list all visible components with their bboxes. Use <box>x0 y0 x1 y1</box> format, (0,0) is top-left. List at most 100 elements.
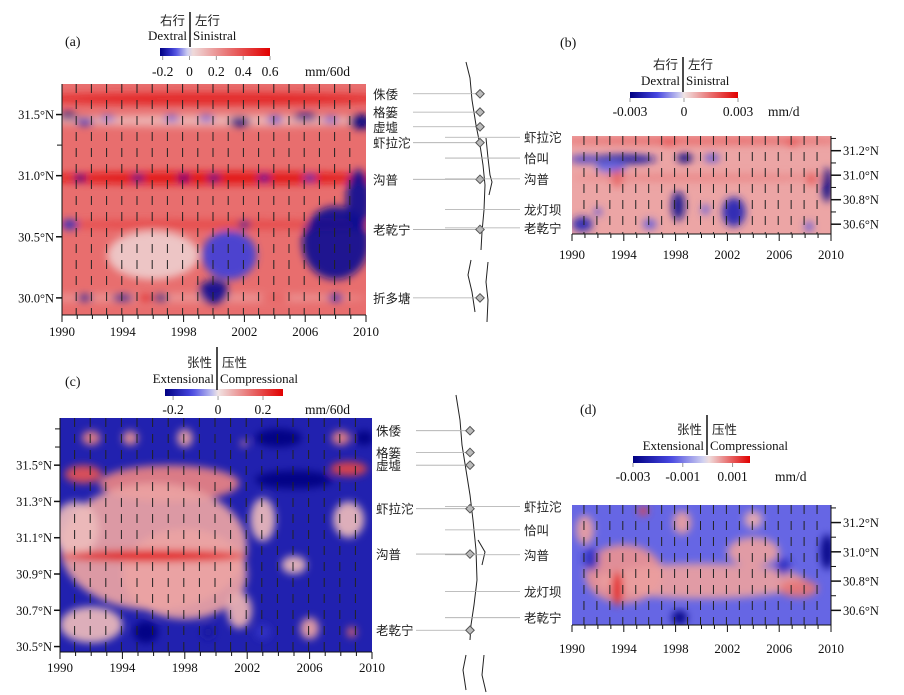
heatmap-cell <box>177 428 193 448</box>
x-tick-label: 2006 <box>766 247 793 262</box>
heatmap-cell <box>328 294 344 302</box>
heatmap-cell <box>207 174 221 182</box>
heatmap-cell <box>347 626 357 638</box>
heatmap <box>62 84 366 315</box>
site-label: 龙灯坝 <box>524 584 562 599</box>
heatmap-cell <box>100 115 116 122</box>
heatmap-cell <box>62 219 79 230</box>
fault-trace-a <box>465 61 493 323</box>
heatmap-cell <box>60 501 99 556</box>
legend-cn-right: 左行 <box>195 13 220 28</box>
colorbar-tick-label: 0 <box>215 402 222 417</box>
heatmap-cell <box>259 294 290 302</box>
site-label: 沟普 <box>524 172 549 187</box>
heatmap-cell <box>676 153 693 163</box>
fault-trace-c <box>455 394 487 693</box>
colorbar-tick-label: 0.6 <box>262 64 279 79</box>
heatmap-cell <box>806 172 817 185</box>
heatmap-cell <box>153 294 169 302</box>
heatmap-cell <box>258 174 271 182</box>
legend-en-right: Compressional <box>220 371 298 386</box>
x-tick-label: 1994 <box>110 324 137 339</box>
heatmap-cell <box>349 114 366 130</box>
heatmap-cell <box>62 112 78 120</box>
site-label: 沟普 <box>373 172 398 187</box>
site-label: 恰叫 <box>524 523 549 538</box>
heatmap-cell <box>255 470 333 489</box>
colorbar <box>633 456 750 463</box>
heatmap-cell <box>354 430 372 446</box>
heatmap-cell <box>226 592 252 629</box>
legend-cn-left: 右行 <box>160 13 185 28</box>
heatmap-cell <box>293 113 318 121</box>
heatmap-cell <box>638 506 649 516</box>
heatmap-cell <box>572 155 601 163</box>
site-label: 格篓 <box>376 445 401 460</box>
heatmap <box>60 418 372 652</box>
heatmap-cell <box>775 557 791 576</box>
panel-d: (d) 1990 1994 1998 2002 2006 2010 31.2°N 31.0°N 3… <box>445 403 879 656</box>
site-marker <box>465 503 475 514</box>
heatmap-cell <box>198 115 214 122</box>
site-label: 恰叫 <box>524 151 549 166</box>
heatmap-cell <box>201 624 215 640</box>
x-tick-label: 1994 <box>611 247 638 262</box>
x-tick-label: 2006 <box>292 324 319 339</box>
legend-en-left: Dextral <box>641 73 680 88</box>
site-label: 虾拉沱 <box>373 136 411 151</box>
heatmap-cell <box>805 221 813 232</box>
y-tick-label: 31.0°N <box>843 169 879 183</box>
x-tick-label: 1990 <box>559 641 585 656</box>
site-marker <box>475 107 485 118</box>
heatmap-cell <box>595 160 627 173</box>
colorbar-tick-label: 0.4 <box>235 64 252 79</box>
colorbar-tick-label: 0.003 <box>723 104 754 119</box>
heatmap-cell <box>333 501 365 538</box>
heatmap-cell <box>821 167 831 203</box>
site-label: 虾拉沱 <box>376 502 414 517</box>
colorbar-tick-label: 0 <box>681 104 688 119</box>
heatmap-cell <box>673 510 692 535</box>
site-label: 龙灯坝 <box>524 203 562 218</box>
heatmap-cell <box>74 174 87 182</box>
site-label: 虾拉沱 <box>524 499 562 514</box>
heatmap-cell <box>612 570 623 606</box>
heatmap-cell <box>785 138 799 146</box>
heatmap-cell <box>60 606 123 643</box>
heatmap-cell <box>346 169 366 231</box>
heatmap-cell <box>254 624 271 640</box>
site-marker <box>465 447 475 458</box>
site-marker <box>475 88 485 99</box>
site-marker <box>465 625 475 636</box>
colorbar-tick-label: 0.001 <box>717 469 747 484</box>
site-label: 虚墟 <box>373 120 398 135</box>
site-marker <box>475 121 485 132</box>
x-tick-label: 2006 <box>766 641 793 656</box>
colorbar-unit: mm/60d <box>305 402 350 417</box>
heatmap-cell <box>62 219 366 230</box>
panel-label: (d) <box>580 403 597 418</box>
x-tick-label: 2010 <box>353 324 379 339</box>
x-tick-label: 2002 <box>231 324 257 339</box>
heatmap-cell <box>198 279 230 304</box>
site-marker <box>475 174 485 185</box>
colorbar <box>630 92 738 98</box>
heatmap-cell <box>575 515 595 545</box>
x-tick-label: 1990 <box>47 660 73 675</box>
heatmap-cell <box>131 174 145 182</box>
colorbar <box>160 48 270 56</box>
heatmap-cell <box>250 497 276 542</box>
y-tick-label: 30.9°N <box>16 568 52 582</box>
y-tick-label: 31.5°N <box>16 459 52 473</box>
x-tick-label: 1994 <box>109 660 136 675</box>
legend-cn-right: 压性 <box>712 422 737 437</box>
site-label: 老乾宁 <box>376 623 414 638</box>
heatmap-cell <box>177 174 190 182</box>
heatmap-cell <box>64 465 103 484</box>
y-tick-label: 31.0°N <box>18 169 54 183</box>
heatmap-cell <box>643 219 657 230</box>
colorbar-tick-label: -0.001 <box>665 469 700 484</box>
y-tick-label: 30.8°N <box>843 193 879 207</box>
y-tick-label: 31.5°N <box>18 108 54 122</box>
